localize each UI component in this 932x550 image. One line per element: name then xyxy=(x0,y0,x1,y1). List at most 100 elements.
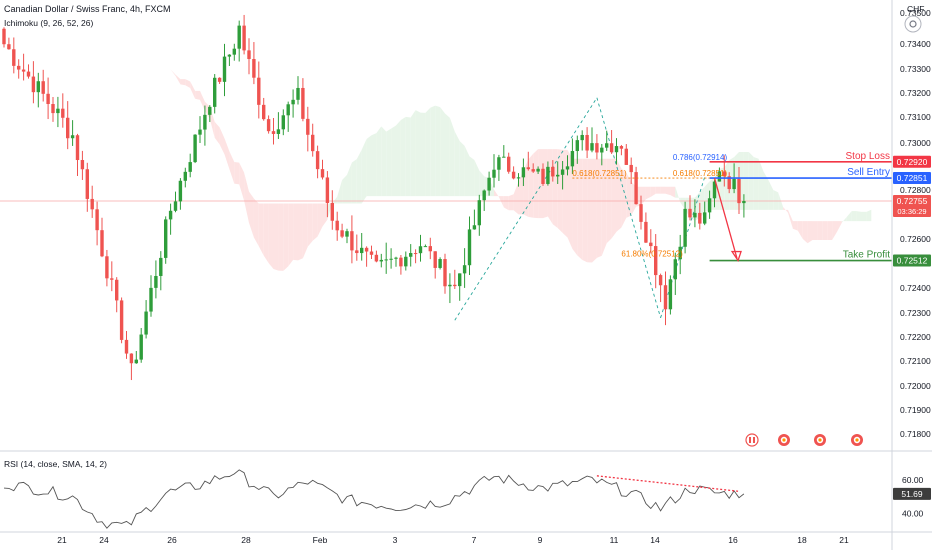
candle xyxy=(600,147,604,153)
cloud-segment xyxy=(371,133,377,197)
cloud-segment xyxy=(435,105,441,197)
harmonic-pattern xyxy=(454,97,706,321)
candle xyxy=(149,287,153,312)
cloud-segment xyxy=(503,196,509,211)
cloud-segment xyxy=(454,131,460,197)
cloud-segment xyxy=(190,81,196,99)
candle xyxy=(281,115,285,130)
price-tick: 0.72000 xyxy=(900,381,931,391)
candle xyxy=(198,129,202,135)
countdown-text: 03:36:29 xyxy=(897,207,926,216)
candle xyxy=(477,200,481,226)
candle xyxy=(614,146,619,153)
candle xyxy=(570,151,575,167)
candle xyxy=(85,169,89,199)
candle xyxy=(673,259,677,280)
price-tag[interactable] xyxy=(893,155,931,168)
cloud-segment xyxy=(307,203,313,247)
price-tick: 0.73500 xyxy=(900,8,931,18)
cloud-segment xyxy=(430,105,436,197)
cloud-segment xyxy=(351,159,357,204)
candle xyxy=(325,177,330,203)
time-tick: 21 xyxy=(57,535,67,545)
dividend-icon[interactable] xyxy=(814,434,826,446)
price-tick: 0.72600 xyxy=(900,234,931,244)
cloud-segment xyxy=(783,206,788,213)
cloud-segment xyxy=(229,151,235,184)
cloud-segment xyxy=(699,186,705,218)
candle xyxy=(639,204,643,222)
currency-label: CHF xyxy=(907,4,924,14)
candle xyxy=(654,246,658,276)
candle xyxy=(462,265,467,274)
cloud-segment xyxy=(410,110,416,197)
dividend-icon[interactable] xyxy=(851,434,863,446)
chart-title: Canadian Dollar / Swiss Franc, 4h, FXCM xyxy=(4,4,171,14)
cloud-segment xyxy=(748,151,754,210)
time-tick: 3 xyxy=(393,535,398,545)
cloud-segment xyxy=(788,209,793,229)
rsi-line xyxy=(3,469,745,529)
flag-event-icon[interactable] xyxy=(745,433,759,447)
candle xyxy=(335,220,339,231)
candles xyxy=(2,14,746,381)
price-tick: 0.72100 xyxy=(900,356,931,366)
candle xyxy=(105,256,109,279)
cloud-segment xyxy=(641,186,646,206)
candle xyxy=(213,77,217,107)
cloud-segment xyxy=(425,107,431,197)
price-tick: 0.72300 xyxy=(900,308,931,318)
time-tick: 18 xyxy=(797,535,807,545)
cloud-segment xyxy=(601,158,607,256)
cloud-segment xyxy=(866,209,872,222)
candle xyxy=(374,254,379,262)
rsi-panel: 60.00 40.00 51.69 xyxy=(3,469,931,529)
candle xyxy=(75,135,80,161)
cloud-segment xyxy=(391,125,396,197)
cloud-segment xyxy=(479,170,485,197)
cloud-segment xyxy=(675,186,681,203)
candle xyxy=(428,246,432,252)
current-price-tag[interactable] xyxy=(893,195,931,218)
cloud-segment xyxy=(822,221,828,241)
candle xyxy=(404,256,408,267)
dividend-icon[interactable] xyxy=(778,434,790,446)
candle xyxy=(276,129,281,134)
candle xyxy=(384,259,388,261)
cloud-segment xyxy=(464,145,470,197)
cloud-segment xyxy=(283,203,289,271)
cloud-segment xyxy=(219,127,225,155)
gear-icon[interactable] xyxy=(904,15,922,33)
candle xyxy=(526,167,530,170)
cloud-segment xyxy=(577,158,583,260)
cloud-segment xyxy=(268,203,274,269)
candle xyxy=(409,253,413,257)
cloud-segment xyxy=(165,68,171,70)
candle xyxy=(448,284,452,287)
candle xyxy=(394,257,398,259)
cloud-segment xyxy=(239,162,245,201)
price-tag[interactable] xyxy=(893,172,931,185)
candle xyxy=(296,87,300,100)
trade-levels: Stop Loss 0.72920 Sell Entry 0.72851 Take Pr… xyxy=(709,151,931,267)
cloud-segment xyxy=(332,196,338,204)
price-axis[interactable]: 0.73500 0.73400 0.73300 0.73200 0.73100 0.730… xyxy=(900,8,931,439)
candle xyxy=(497,157,501,170)
cloud-segment xyxy=(626,172,632,218)
time-axis[interactable]: 21 24 26 28 Feb 3 7 9 11 14 16 18 21 xyxy=(57,535,849,545)
cloud-segment xyxy=(797,221,803,239)
time-tick: 16 xyxy=(728,535,738,545)
candle xyxy=(115,279,119,301)
cloud-segment xyxy=(743,151,749,210)
cloud-segment xyxy=(449,117,455,197)
candle xyxy=(507,156,511,172)
candle xyxy=(458,273,462,287)
price-tag[interactable] xyxy=(893,254,931,267)
cloud-segment xyxy=(342,174,347,204)
price-tick: 0.73100 xyxy=(900,112,931,122)
candle xyxy=(119,300,124,340)
cloud-segment xyxy=(655,186,661,194)
time-tick: 28 xyxy=(241,535,251,545)
candle xyxy=(712,181,717,199)
